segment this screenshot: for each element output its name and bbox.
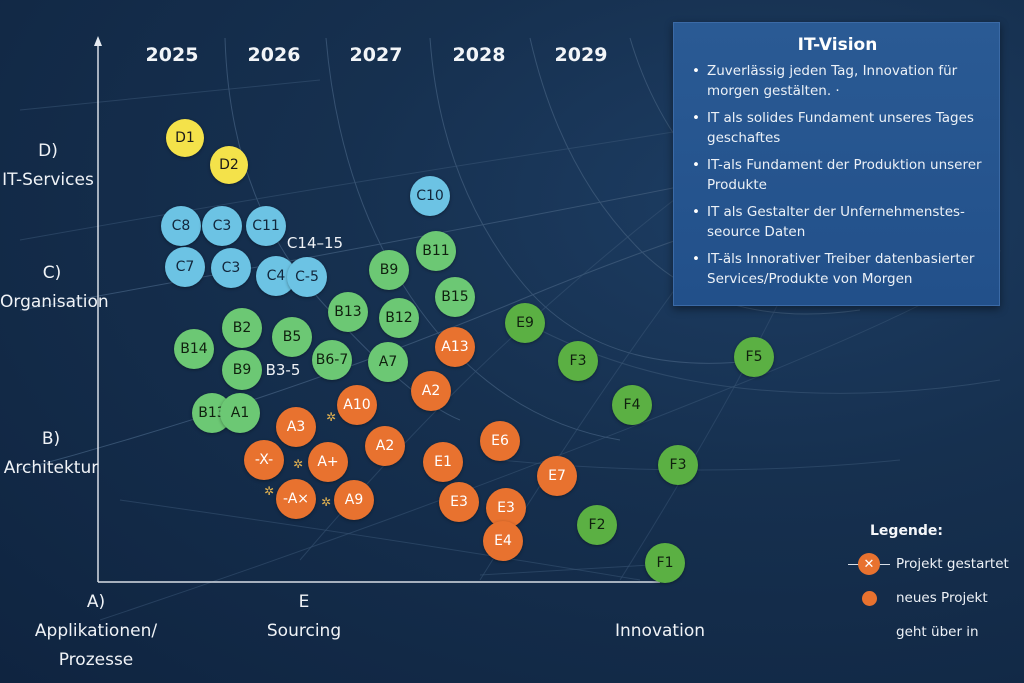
project-node-d2[interactable]: D2 [210, 146, 248, 184]
project-node-b5[interactable]: B5 [272, 317, 312, 357]
legend-title: Legende: [870, 523, 944, 539]
project-node-d1[interactable]: D1 [166, 119, 204, 157]
project-node-c11[interactable]: C11 [246, 206, 286, 246]
x-label-name: Prozesse [58, 650, 134, 670]
y-label-name: Organisation [0, 292, 109, 312]
year-label: 2029 [554, 44, 608, 66]
project-node-b11[interactable]: B11 [416, 231, 456, 271]
y-label-name: Architektur [3, 458, 99, 478]
project-node-a2b[interactable]: A2 [365, 426, 405, 466]
grid-line [119, 499, 641, 581]
project-node-b9[interactable]: B9 [369, 250, 409, 290]
project-node-f3[interactable]: F3 [558, 341, 598, 381]
project-node-f3b[interactable]: F3 [658, 445, 698, 485]
project-node-e6[interactable]: E6 [480, 421, 520, 461]
y-label-prefix: B) [41, 429, 61, 449]
legend-item-transition: geht über in [840, 620, 1020, 644]
transition-marker-icon: ✲ [320, 495, 332, 509]
it-vision-item: IT-als Fundament der Produktion unserer … [692, 155, 983, 195]
y-label-prefix: D) [38, 141, 58, 161]
legend-item-new: neues Projekt [840, 586, 1020, 610]
project-node-e4[interactable]: E4 [483, 521, 523, 561]
x-label-name: Sourcing [266, 621, 342, 641]
it-vision-item: Zuverlässig jeden Tag, Innovation für mo… [692, 61, 983, 101]
it-vision-panel: IT-Vision Zuverlässig jeden Tag, Innovat… [673, 22, 1000, 306]
project-started-icon: ✕ [858, 553, 880, 575]
legend-label: neues Projekt [896, 590, 988, 606]
project-node-b2[interactable]: B2 [222, 308, 262, 348]
legend-label: Projekt gestartet [896, 556, 1009, 572]
legend-item-started: ✕ Projekt gestartet [840, 552, 1020, 576]
project-node-b9b[interactable]: B9 [222, 350, 262, 390]
project-node-b6-7[interactable]: B6-7 [312, 340, 352, 380]
y-axis-arrow-icon [94, 36, 102, 46]
legend-label: geht über in [896, 624, 979, 640]
grid-line [529, 37, 861, 315]
project-node-f5[interactable]: F5 [734, 337, 774, 377]
y-label-prefix: C) [42, 263, 62, 283]
project-node-a-x[interactable]: -A× [276, 479, 316, 519]
project-node-c10[interactable]: C10 [410, 176, 450, 216]
group-label-b3-5: B3-5 [265, 361, 301, 379]
transition-marker-icon: ✲ [263, 484, 275, 498]
project-node-e7[interactable]: E7 [537, 456, 577, 496]
year-label: 2025 [145, 44, 199, 66]
project-node-f1[interactable]: F1 [645, 543, 685, 583]
project-node-b14[interactable]: B14 [174, 329, 214, 369]
it-vision-item: IT-äls Innorativer Treiber datenbasierte… [692, 249, 983, 289]
project-node-a3[interactable]: A3 [276, 407, 316, 447]
transition-marker-icon: ✲ [292, 457, 304, 471]
project-node-e3[interactable]: E3 [439, 482, 479, 522]
x-label-name: Innovation [614, 621, 706, 641]
project-node-a9[interactable]: A9 [334, 480, 374, 520]
project-node-c3b[interactable]: C3 [211, 248, 251, 288]
project-node-x[interactable]: -X- [244, 440, 284, 480]
it-vision-list: Zuverlässig jeden Tag, Innovation für mo… [692, 61, 983, 289]
it-vision-item: IT als Gestalter der Unfernehmenstes-seo… [692, 202, 983, 242]
year-label: 2026 [247, 44, 301, 66]
project-node-c3[interactable]: C3 [202, 206, 242, 246]
it-vision-title: IT-Vision [797, 35, 878, 55]
grid-line [479, 564, 651, 576]
grid-line [325, 37, 621, 441]
project-node-c8[interactable]: C8 [161, 206, 201, 246]
grid-line [429, 37, 761, 364]
project-node-e9[interactable]: E9 [505, 303, 545, 343]
project-node-a7[interactable]: A7 [368, 342, 408, 382]
y-label-architektur: B) Architektur [0, 425, 102, 483]
transition-marker-icon: ✲ [325, 410, 337, 424]
project-node-c7[interactable]: C7 [165, 247, 205, 287]
project-node-a2[interactable]: A2 [411, 371, 451, 411]
project-node-a-plus[interactable]: A+ [308, 442, 348, 482]
project-node-c5[interactable]: C-5 [287, 257, 327, 297]
project-node-b12[interactable]: B12 [379, 298, 419, 338]
x-label-sourcing: E Sourcing [267, 588, 341, 646]
y-label-organisation: C) Organisation [0, 259, 109, 317]
x-label-innovation: Innovation [615, 617, 705, 646]
y-label-it-services: D) IT-Services [0, 137, 96, 195]
x-label-applikationen: A) Applikationen/ Prozesse [35, 588, 157, 675]
x-label-prefix: E [298, 592, 310, 612]
grid-line [19, 79, 321, 111]
project-node-c4[interactable]: C4 [256, 256, 296, 296]
x-label-prefix: A) [86, 592, 106, 612]
new-project-icon [862, 590, 877, 606]
group-label-c14-15: C14–15 [286, 234, 344, 252]
project-node-a13[interactable]: A13 [435, 327, 475, 367]
x-label-name: Applikationen/ [34, 621, 158, 641]
year-label: 2028 [452, 44, 506, 66]
it-vision-item: IT als solides Fundament unseres Tages g… [692, 108, 983, 148]
project-node-a10[interactable]: A10 [337, 385, 377, 425]
grid-line [539, 329, 1001, 394]
project-node-f2[interactable]: F2 [577, 505, 617, 545]
project-node-a1[interactable]: A1 [220, 393, 260, 433]
y-label-name: IT-Services [2, 170, 94, 190]
year-label: 2027 [349, 44, 403, 66]
project-node-e1[interactable]: E1 [423, 442, 463, 482]
project-node-b13[interactable]: B13 [328, 292, 368, 332]
project-node-f4[interactable]: F4 [612, 385, 652, 425]
project-node-b15[interactable]: B15 [435, 277, 475, 317]
